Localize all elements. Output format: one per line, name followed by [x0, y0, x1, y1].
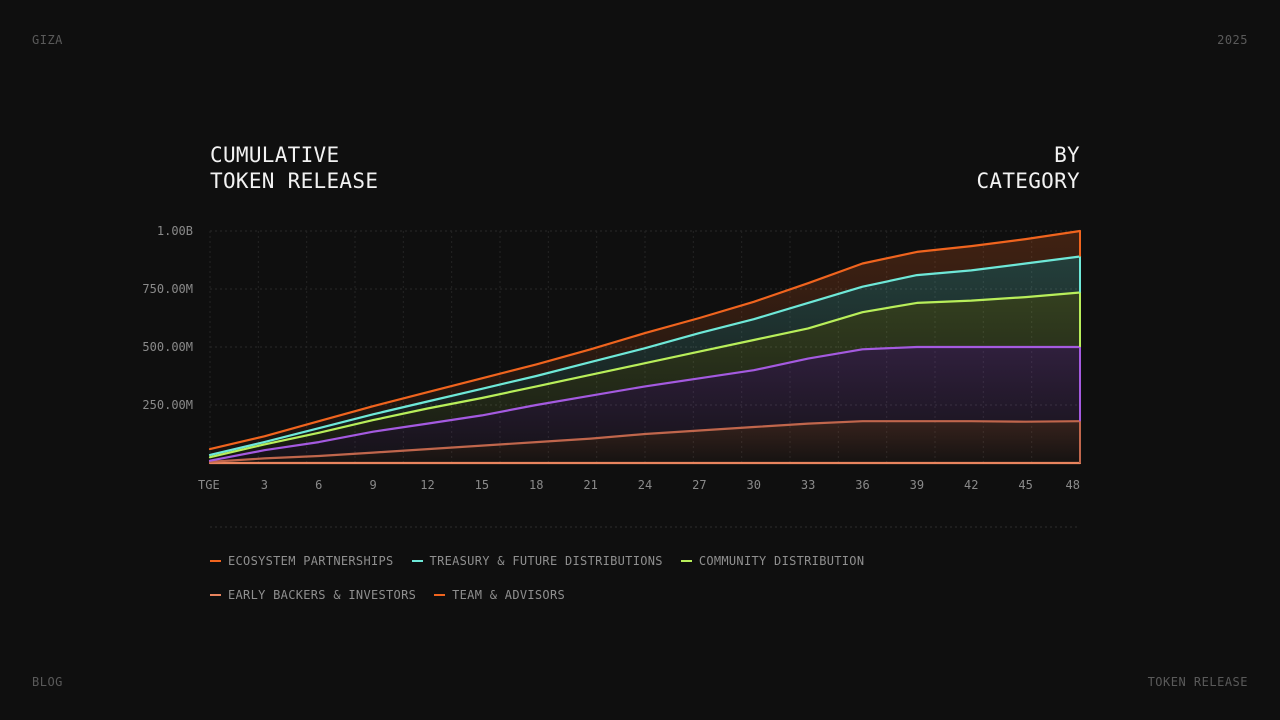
x-tick-label: 39: [910, 478, 924, 492]
legend-label: COMMUNITY DISTRIBUTION: [698, 554, 865, 568]
series-line-2: [208, 345, 1082, 462]
y-tick-label: 500.00M: [142, 340, 193, 354]
legend-swatch: [411, 560, 423, 562]
legend-item: EARLY BACKERS & INVESTORS: [210, 587, 416, 603]
y-tick-label: 750.00M: [142, 282, 193, 296]
x-tick-label: 3: [261, 478, 268, 492]
legend-label: TREASURY & FUTURE DISTRIBUTIONS: [429, 554, 663, 568]
chart-subtitle: BY CATEGORY: [976, 142, 1080, 194]
area-band-2: [210, 347, 1080, 462]
x-tick-label: 24: [638, 478, 652, 492]
x-tick-label: 36: [855, 478, 869, 492]
x-tick-label: 27: [692, 478, 706, 492]
legend-label: TEAM & ADVISORS: [452, 588, 565, 602]
legend-item: TREASURY & FUTURE DISTRIBUTIONS: [411, 553, 663, 569]
chart-subtitle-line2: CATEGORY: [976, 169, 1080, 193]
chart-subtitle-line1: BY: [1054, 143, 1080, 167]
area-band-5: [210, 231, 1080, 455]
series-line-4: [208, 255, 1082, 456]
x-tick-label: 42: [964, 478, 978, 492]
brand-label: GIZA: [32, 33, 63, 47]
legend-swatch: [434, 594, 446, 596]
area-band-3: [210, 292, 1080, 461]
x-tick-label: 30: [747, 478, 761, 492]
section-label: BLOG: [32, 675, 63, 689]
y-tick-label: 250.00M: [142, 398, 193, 412]
chart-title: CUMULATIVE TOKEN RELEASE: [210, 142, 378, 194]
topic-label: TOKEN RELEASE: [1147, 675, 1248, 689]
x-tick-label: 33: [801, 478, 815, 492]
x-tick-label: 12: [420, 478, 434, 492]
chart-title-line2: TOKEN RELEASE: [210, 169, 379, 193]
series-line-5: [208, 229, 1082, 451]
legend-label: EARLY BACKERS & INVESTORS: [228, 588, 417, 602]
x-tick-label: 21: [583, 478, 597, 492]
y-tick-label: 1.00B: [157, 224, 193, 238]
area-band-4: [210, 256, 1080, 458]
series-line-1: [208, 420, 1082, 463]
x-tick-label: 9: [370, 478, 377, 492]
legend-label: ECOSYSTEM PARTNERSHIPS: [228, 554, 394, 568]
year-label: 2025: [1217, 33, 1248, 47]
legend-row: ECOSYSTEM PARTNERSHIPS TREASURY & FUTURE …: [210, 553, 1090, 569]
chart-title-line1: CUMULATIVE: [210, 143, 340, 167]
legend-item: COMMUNITY DISTRIBUTION: [680, 553, 865, 569]
legend-swatch: [210, 594, 221, 596]
series-line-3: [208, 291, 1082, 459]
legend-item: ECOSYSTEM PARTNERSHIPS: [210, 553, 394, 569]
x-tick-label: 45: [1018, 478, 1032, 492]
legend-swatch: [680, 560, 692, 562]
legend-item: TEAM & ADVISORS: [434, 587, 565, 603]
x-tick-label: 48: [1066, 478, 1080, 492]
x-tick-label: 15: [475, 478, 489, 492]
legend-swatch: [210, 560, 221, 562]
legend-row: EARLY BACKERS & INVESTORS TEAM & ADVISORS: [210, 587, 1090, 603]
x-tick-label: 6: [315, 478, 322, 492]
x-tick-label: 18: [529, 478, 543, 492]
chart-legend: ECOSYSTEM PARTNERSHIPS TREASURY & FUTURE …: [210, 553, 1090, 621]
x-tick-label: TGE: [198, 478, 220, 492]
area-band-1: [210, 421, 1080, 463]
